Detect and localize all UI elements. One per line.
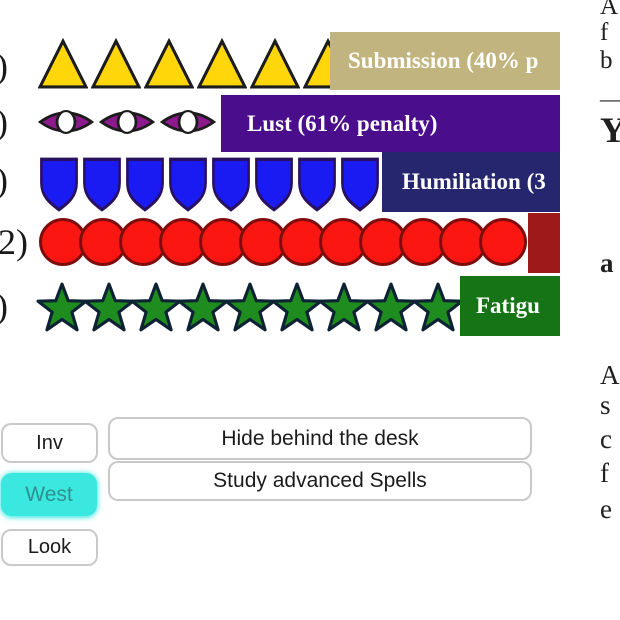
star-icon [224, 282, 276, 334]
triangle-icon [197, 38, 247, 90]
triangle-icon [144, 38, 194, 90]
page-text-fragment: e [600, 494, 612, 524]
status-label-lust: Lust (61% penalty) [221, 95, 560, 152]
status-label-fatigue: Fatigu [460, 276, 560, 336]
page-text-fragment: s [600, 390, 611, 420]
stat-text-fragment: ) [0, 160, 8, 200]
star-icon [365, 282, 417, 334]
eye-icon [38, 101, 94, 143]
page-text-fragment: A [600, 360, 620, 390]
page-text-fragment: b [600, 47, 613, 74]
star-icon [271, 282, 323, 334]
inv-button[interactable]: Inv [1, 423, 98, 463]
look-button[interactable]: Look [1, 529, 98, 566]
shield-icon [167, 156, 209, 212]
shield-icon [210, 156, 252, 212]
shield-icon [339, 156, 381, 212]
triangle-icon [38, 38, 88, 90]
shield-icon [38, 156, 80, 212]
triangle-icon [91, 38, 141, 90]
shield-icon [296, 156, 338, 212]
action-button-hide[interactable]: Hide behind the desk [108, 417, 532, 460]
star-icon [412, 282, 464, 334]
page-text-fragment: c [600, 424, 612, 454]
stat-text-fragment: ) [0, 102, 8, 142]
star-icon [177, 282, 229, 334]
page-text-fragment: a [600, 248, 614, 278]
star-icon [83, 282, 135, 334]
page-text-fragment: f [600, 19, 609, 46]
stat-text-fragment: ) [0, 286, 8, 326]
triangle-icon [250, 38, 300, 90]
page-text-fragment: f [600, 458, 609, 488]
eye-icon [99, 101, 155, 143]
star-icon [318, 282, 370, 334]
page-text-fragment: — [600, 86, 620, 111]
status-label-pain [528, 213, 560, 273]
stat-text-fragment: ) [0, 46, 8, 86]
west-button[interactable]: West [1, 473, 97, 516]
shield-icon [81, 156, 123, 212]
action-button-study[interactable]: Study advanced Spells [108, 461, 532, 501]
eye-icon [160, 101, 216, 143]
page-text-fragment: Y [600, 110, 620, 150]
circle-icon [478, 217, 528, 267]
status-label-submission: Submission (40% p [330, 32, 560, 90]
page-text-fragment: A [600, 0, 619, 20]
star-icon [36, 282, 88, 334]
shield-icon [253, 156, 295, 212]
stat-text-fragment: 2) [0, 222, 28, 262]
star-icon [130, 282, 182, 334]
status-label-humiliation: Humiliation (3 [382, 152, 560, 212]
shield-icon [124, 156, 166, 212]
